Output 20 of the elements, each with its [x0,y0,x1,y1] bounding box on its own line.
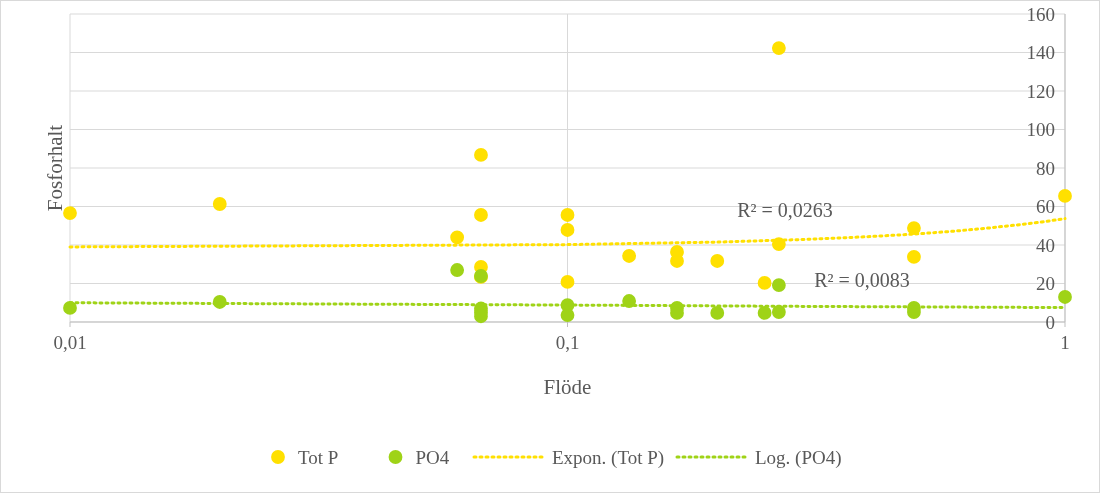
y-tick-label: 160 [1026,3,1055,25]
legend-label: Expon. (Tot P) [552,446,665,469]
annotation: R² = 0,0083 [814,269,910,291]
y-tick-label: 20 [1036,273,1055,295]
y-tick-label: 60 [1036,196,1055,218]
x-axis-title: Flöde [543,375,592,399]
y-tick-label: 40 [1036,234,1055,256]
legend-label: Log. (PO4) [755,446,842,469]
x-tick-label: 0,01 [53,332,87,353]
y-tick-label: 100 [1026,119,1055,141]
y-axis-title: Fosforhalt [43,124,67,212]
y-tick-label: 80 [1036,157,1055,179]
legend-label: PO4 [415,446,450,468]
x-tick-label: 1 [1060,332,1070,353]
annotation: R² = 0,0263 [737,199,833,221]
y-tick-label: 0 [1045,311,1055,333]
y-tick-label: 140 [1026,42,1055,64]
y-tick-label: 120 [1026,80,1055,102]
x-tick-label: 0,1 [555,332,580,353]
legend-label: Tot P [298,446,339,468]
